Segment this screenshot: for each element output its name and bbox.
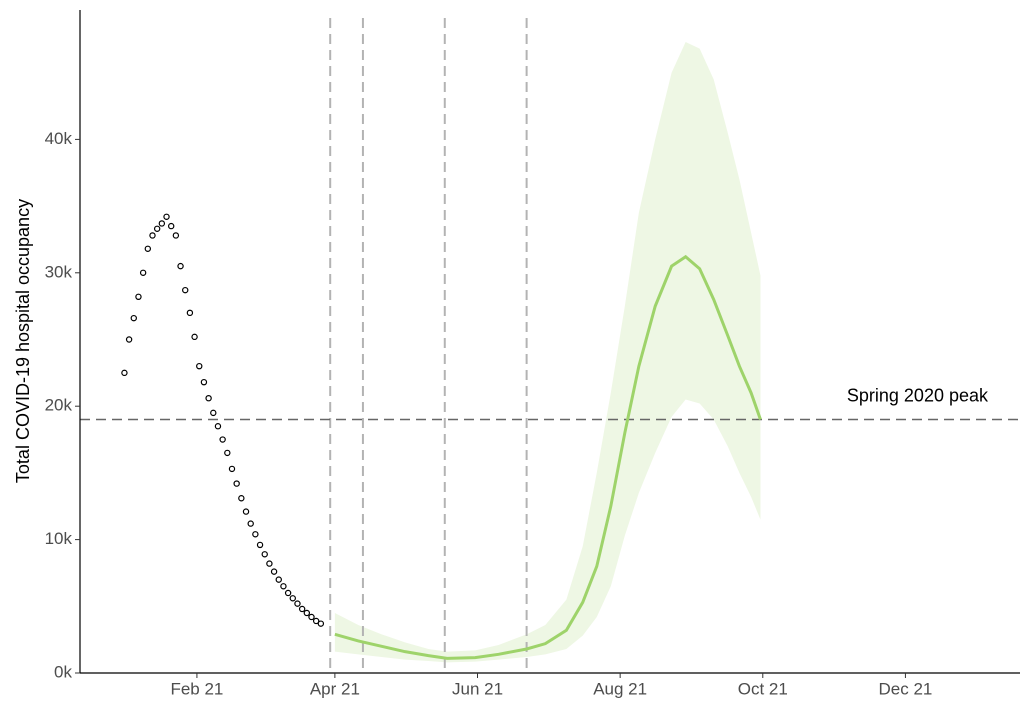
data-point	[121, 369, 128, 377]
x-tick-label: Dec 21	[878, 679, 932, 698]
data-point	[228, 465, 236, 473]
data-point	[135, 293, 142, 301]
data-point	[200, 378, 208, 386]
data-point	[280, 583, 287, 590]
confidence-band	[334, 42, 761, 663]
projection-line	[334, 254, 762, 660]
data-point	[308, 613, 315, 621]
y-tick-label: 20k	[45, 396, 73, 415]
data-point	[191, 333, 198, 341]
data-point	[130, 314, 137, 322]
data-point	[303, 609, 311, 617]
data-point	[256, 541, 264, 549]
x-tick-label: Aug 21	[593, 679, 647, 698]
data-point	[270, 568, 278, 575]
data-point	[252, 531, 259, 538]
data-point	[186, 309, 194, 317]
reference-label: Spring 2020 peak	[847, 385, 989, 405]
x-tick-label: Feb 21	[170, 679, 223, 698]
data-point	[247, 520, 254, 527]
data-point	[214, 423, 222, 430]
data-point	[275, 576, 282, 583]
data-point	[205, 394, 212, 402]
x-tick-label: Oct 21	[738, 679, 788, 698]
y-tick-label: 30k	[45, 262, 73, 281]
data-point	[294, 600, 301, 607]
data-point	[266, 560, 273, 567]
data-point	[167, 222, 175, 230]
data-point	[298, 605, 306, 613]
data-point	[224, 449, 231, 457]
data-point	[158, 220, 166, 227]
y-axis-title: Total COVID-19 hospital occupancy	[13, 199, 33, 483]
data-point	[125, 336, 133, 343]
data-point	[153, 225, 161, 232]
data-point	[172, 232, 180, 239]
data-point	[196, 362, 203, 370]
data-point	[177, 262, 184, 270]
y-tick-label: 10k	[45, 529, 73, 548]
data-point	[284, 589, 292, 597]
data-point	[163, 213, 170, 220]
data-point	[219, 436, 226, 443]
data-point	[312, 617, 320, 625]
data-point	[238, 495, 245, 502]
data-point	[317, 620, 325, 627]
data-point	[242, 508, 250, 515]
data-point	[233, 480, 240, 487]
y-tick-label: 0k	[54, 662, 72, 681]
data-point	[144, 245, 152, 252]
y-tick-label: 40k	[45, 129, 73, 148]
data-point	[261, 551, 268, 558]
data-point	[139, 269, 147, 276]
x-tick-label: Jun 21	[452, 679, 503, 698]
data-point	[289, 595, 296, 602]
data-point	[149, 232, 156, 239]
data-point	[210, 409, 217, 417]
x-tick-label: Apr 21	[310, 679, 360, 698]
data-point	[182, 286, 189, 294]
